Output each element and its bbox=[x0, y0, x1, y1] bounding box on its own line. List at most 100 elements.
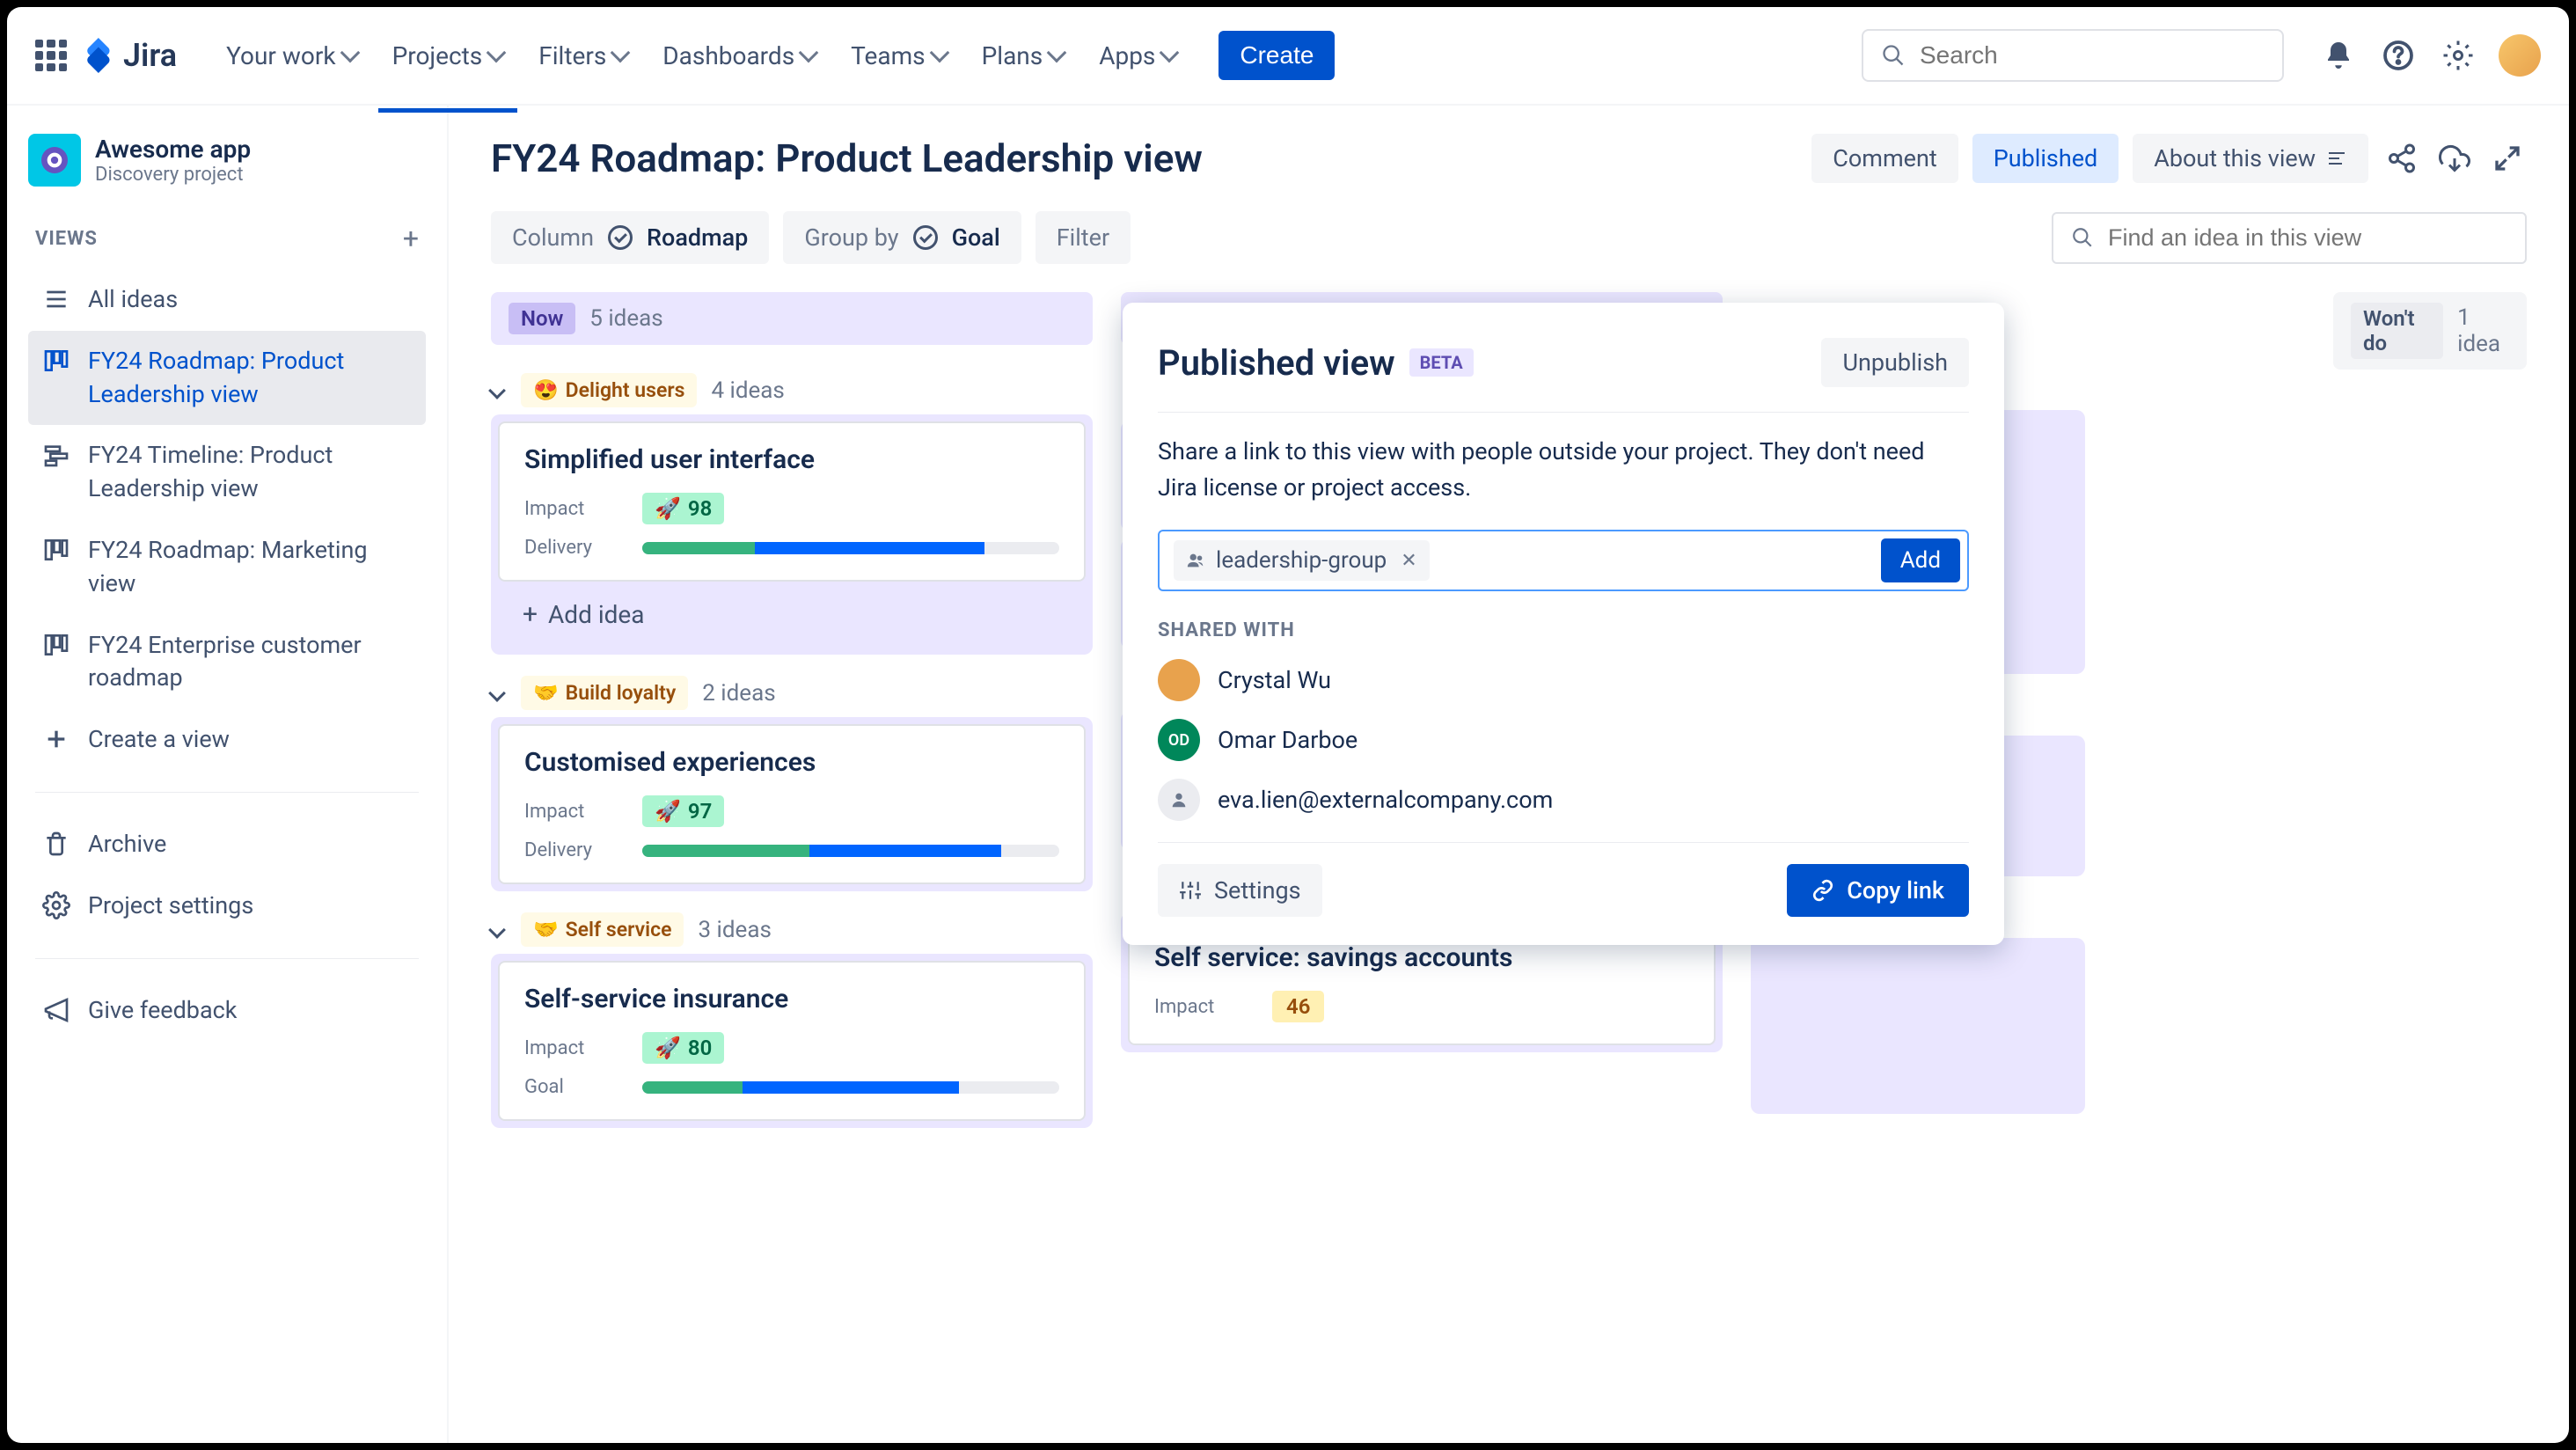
settings-button[interactable]: Settings bbox=[1158, 864, 1322, 917]
find-idea-input[interactable] bbox=[2108, 224, 2507, 252]
sidebar-view-item[interactable]: FY24 Timeline: Product Leadership view bbox=[28, 425, 426, 520]
shared-user-item[interactable]: eva.lien@externalcompany.com bbox=[1158, 779, 1969, 821]
jira-icon bbox=[81, 38, 116, 73]
menu-icon bbox=[2326, 148, 2347, 169]
column-header-wont[interactable]: Won't do 1 idea bbox=[2333, 292, 2527, 370]
user-avatar: OD bbox=[1158, 719, 1200, 761]
nav-item-projects[interactable]: Projects bbox=[378, 31, 518, 81]
check-icon bbox=[913, 225, 938, 250]
link-icon bbox=[1811, 879, 1834, 902]
sidebar-feedback[interactable]: Give feedback bbox=[28, 980, 426, 1042]
category-pill: 😍 Delight users bbox=[521, 373, 697, 407]
goal-progress bbox=[642, 1081, 1059, 1094]
app-switcher-icon[interactable] bbox=[35, 40, 67, 71]
popover-description: Share a link to this view with people ou… bbox=[1158, 434, 1969, 505]
filter-button[interactable]: Filter bbox=[1036, 211, 1131, 264]
page-title: FY24 Roadmap: Product Leadership view bbox=[491, 135, 1203, 181]
project-type: Discovery project bbox=[95, 164, 251, 186]
user-avatar bbox=[1158, 779, 1200, 821]
groupby-selector[interactable]: Group by Goal bbox=[783, 211, 1021, 264]
settings-icon[interactable] bbox=[2439, 36, 2477, 75]
main-content: FY24 Roadmap: Product Leadership view Co… bbox=[449, 106, 2569, 1443]
sidebar-view-item[interactable]: FY24 Roadmap: Marketing view bbox=[28, 520, 426, 615]
add-view-icon[interactable]: + bbox=[403, 222, 419, 255]
project-icon bbox=[28, 134, 81, 187]
impact-badge: 46 bbox=[1272, 991, 1324, 1022]
find-idea-box[interactable] bbox=[2052, 212, 2527, 264]
help-icon[interactable] bbox=[2379, 36, 2418, 75]
sidebar: Awesome app Discovery project VIEWS + Al… bbox=[7, 106, 449, 1443]
shared-user-item[interactable]: Crystal Wu bbox=[1158, 659, 1969, 701]
chevron-down-icon bbox=[488, 382, 506, 399]
column-selector[interactable]: Column Roadmap bbox=[491, 211, 769, 264]
create-button[interactable]: Create bbox=[1218, 31, 1335, 80]
project-header[interactable]: Awesome app Discovery project bbox=[28, 134, 426, 187]
trash-icon bbox=[42, 830, 70, 858]
share-icon[interactable] bbox=[2382, 139, 2421, 178]
sidebar-view-item[interactable]: All ideas bbox=[28, 269, 426, 331]
impact-badge: 🚀 98 bbox=[642, 493, 724, 524]
column-header-now[interactable]: Now 5 ideas bbox=[491, 292, 1093, 345]
search-icon bbox=[2071, 226, 2094, 249]
chevron-down-icon bbox=[611, 43, 631, 63]
empty-slot[interactable] bbox=[1751, 938, 2085, 1114]
chevron-down-icon bbox=[1160, 43, 1180, 63]
check-icon bbox=[608, 225, 633, 250]
chevron-down-icon bbox=[340, 43, 360, 63]
sidebar-view-item[interactable]: Create a view bbox=[28, 709, 426, 771]
add-button[interactable]: Add bbox=[1881, 538, 1960, 582]
add-idea-button[interactable]: +Add idea bbox=[498, 582, 1086, 648]
shared-user-item[interactable]: ODOmar Darboe bbox=[1158, 719, 1969, 761]
project-name: Awesome app bbox=[95, 135, 251, 164]
user-avatar[interactable] bbox=[2499, 34, 2541, 77]
group-chip[interactable]: leadership-group ✕ bbox=[1174, 540, 1430, 581]
card-title: Self service: savings accounts bbox=[1154, 942, 1689, 973]
column-wont-do: Won't do 1 idea bbox=[2333, 292, 2527, 1142]
gear-icon bbox=[42, 891, 70, 919]
jira-logo[interactable]: Jira bbox=[81, 37, 177, 74]
popover-title: Published view bbox=[1158, 342, 1395, 384]
people-icon bbox=[1186, 551, 1205, 570]
unpublish-button[interactable]: Unpublish bbox=[1821, 338, 1969, 387]
megaphone-icon bbox=[42, 996, 70, 1024]
chevron-down-icon bbox=[488, 921, 506, 939]
nav-item-filters[interactable]: Filters bbox=[524, 31, 641, 81]
published-view-popover: Published view BETA Unpublish Share a li… bbox=[1123, 303, 2004, 945]
chevron-down-icon bbox=[488, 685, 506, 702]
sidebar-archive[interactable]: Archive bbox=[28, 814, 426, 875]
export-icon[interactable] bbox=[2435, 139, 2474, 178]
category-delight-toggle[interactable]: 😍 Delight users 4 ideas bbox=[491, 366, 1093, 414]
about-view-button[interactable]: About this view bbox=[2133, 134, 2368, 183]
column-now: Now 5 ideas 😍 Delight users 4 ideas bbox=[491, 292, 1093, 1142]
sidebar-project-settings[interactable]: Project settings bbox=[28, 875, 426, 937]
sidebar-view-item[interactable]: FY24 Enterprise customer roadmap bbox=[28, 615, 426, 710]
idea-card[interactable]: Simplified user interface Impact 🚀 98 De… bbox=[498, 421, 1086, 582]
top-navigation: Jira Your workProjectsFiltersDashboardsT… bbox=[7, 7, 2569, 106]
nav-item-teams[interactable]: Teams bbox=[837, 31, 960, 81]
nav-item-plans[interactable]: Plans bbox=[968, 31, 1079, 81]
sidebar-view-item[interactable]: FY24 Roadmap: Product Leadership view bbox=[28, 331, 426, 426]
notifications-icon[interactable] bbox=[2319, 36, 2358, 75]
nav-item-apps[interactable]: Apps bbox=[1085, 31, 1190, 81]
delivery-progress bbox=[642, 542, 1059, 554]
card-title: Simplified user interface bbox=[524, 444, 1059, 475]
category-loyalty-toggle[interactable]: 🤝 Build loyalty 2 ideas bbox=[491, 669, 1093, 717]
category-pill: 🤝 Self service bbox=[521, 912, 684, 947]
idea-card[interactable]: Customised experiences Impact 🚀 97 Deliv… bbox=[498, 724, 1086, 884]
chevron-down-icon bbox=[929, 43, 949, 63]
copy-link-button[interactable]: Copy link bbox=[1787, 864, 1969, 917]
category-self-toggle[interactable]: 🤝 Self service 3 ideas bbox=[491, 905, 1093, 954]
expand-icon[interactable] bbox=[2488, 139, 2527, 178]
jira-wordmark: Jira bbox=[123, 37, 177, 74]
nav-item-your-work[interactable]: Your work bbox=[212, 31, 370, 81]
search-input[interactable] bbox=[1920, 41, 2265, 70]
share-input[interactable]: leadership-group ✕ Add bbox=[1158, 530, 1969, 591]
views-section-label: VIEWS bbox=[35, 228, 98, 250]
nav-item-dashboards[interactable]: Dashboards bbox=[648, 31, 830, 81]
published-button[interactable]: Published bbox=[1972, 134, 2119, 183]
chevron-down-icon bbox=[487, 43, 507, 63]
remove-chip-icon[interactable]: ✕ bbox=[1401, 550, 1416, 572]
comment-button[interactable]: Comment bbox=[1811, 134, 1958, 183]
global-search[interactable] bbox=[1862, 29, 2284, 82]
idea-card[interactable]: Self-service insurance Impact 🚀 80 Goal bbox=[498, 961, 1086, 1121]
